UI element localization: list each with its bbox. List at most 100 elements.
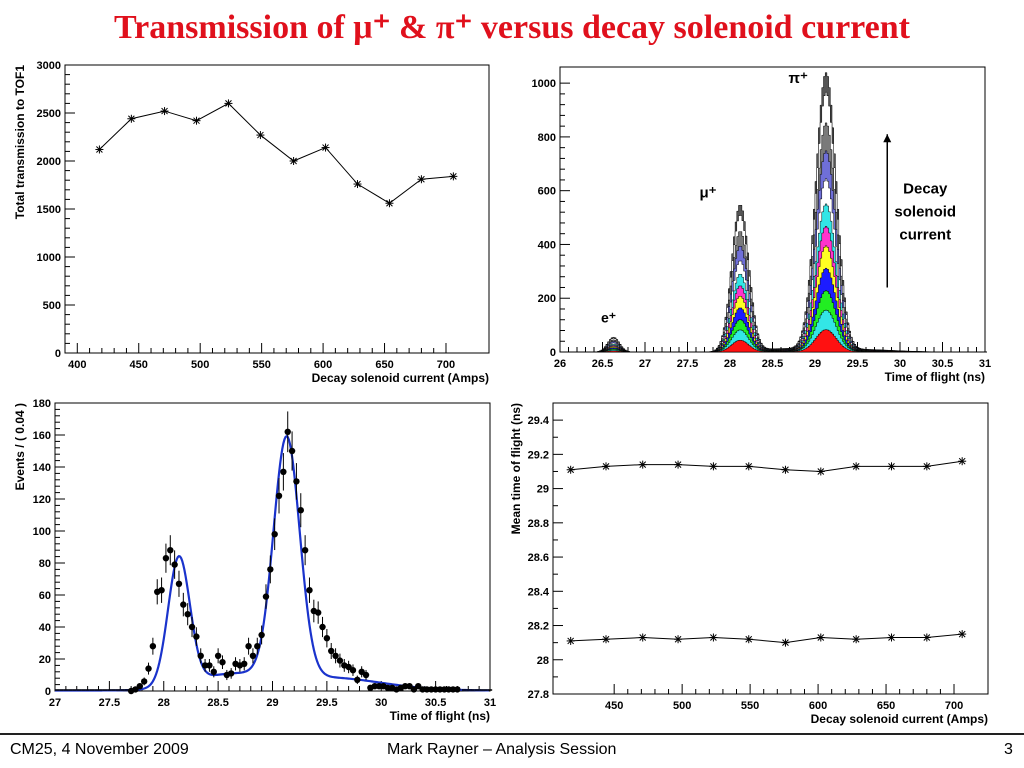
- data-point: [354, 676, 361, 683]
- data-point: [206, 662, 213, 669]
- slide-title: Transmission of μ⁺ & π⁺ versus decay sol…: [114, 9, 910, 46]
- data-point: [417, 175, 426, 184]
- data-point: [744, 462, 753, 471]
- data-point: [127, 114, 136, 123]
- data-point: [332, 652, 339, 659]
- y-tick-label: 27.8: [528, 689, 549, 701]
- x-tick-label: 31: [979, 358, 991, 370]
- arrow-annotation-line: current: [899, 226, 951, 243]
- arrow-annotation-line: Decay: [903, 180, 948, 197]
- data-point: [323, 635, 331, 642]
- data-point: [314, 609, 322, 616]
- data-point: [321, 143, 330, 152]
- data-point: [922, 462, 931, 471]
- y-tick-label: 28.4: [528, 586, 550, 598]
- x-tick-label: 26.5: [592, 358, 613, 370]
- data-point: [262, 593, 270, 600]
- y-tick-label: 180: [33, 398, 51, 410]
- data-point: [449, 172, 458, 181]
- x-tick-label: 29.5: [316, 697, 337, 709]
- data-point: [289, 157, 298, 165]
- data-point: [744, 635, 753, 644]
- data-point: [852, 635, 861, 644]
- y-tick-label: 1000: [37, 252, 61, 264]
- y-tick-label: 200: [538, 293, 556, 305]
- x-tick-label: 29.5: [847, 358, 868, 370]
- x-tick-label: 26: [554, 358, 566, 370]
- data-point: [602, 462, 611, 471]
- x-tick-label: 30.5: [425, 697, 446, 709]
- data-point: [256, 131, 265, 140]
- footer-session: Mark Rayner – Analysis Session: [387, 741, 617, 758]
- x-tick-label: 29: [809, 358, 821, 370]
- data-point: [224, 99, 233, 108]
- data-point: [275, 492, 283, 499]
- x-tick-label: 27: [639, 358, 651, 370]
- data-point: [674, 635, 683, 644]
- y-tick-label: 1500: [37, 204, 61, 216]
- data-point: [353, 180, 362, 189]
- data-point: [852, 462, 861, 471]
- arrow-annotation-line: solenoid: [894, 203, 956, 220]
- x-tick-label: 28: [158, 697, 170, 709]
- x-tick-label: 30.5: [932, 358, 953, 370]
- data-point: [674, 460, 683, 469]
- data-point: [709, 633, 718, 642]
- data-point: [271, 531, 278, 538]
- y-tick-label: 28.2: [528, 621, 549, 633]
- data-point: [385, 199, 394, 208]
- y-tick-label: 1000: [532, 78, 556, 90]
- data-point: [284, 428, 291, 435]
- x-tick-label: 400: [68, 359, 86, 371]
- data-point: [454, 686, 461, 693]
- data-point: [197, 652, 204, 659]
- data-point: [193, 633, 200, 640]
- x-tick-label: 500: [191, 359, 209, 371]
- page-number: 3: [1004, 741, 1013, 758]
- y-tick-label: 0: [45, 686, 51, 698]
- x-tick-label: 28.5: [762, 358, 783, 370]
- y-tick-label: 0: [550, 347, 556, 359]
- y-tick-label: 100: [33, 526, 51, 538]
- data-point: [214, 652, 222, 659]
- y-tick-label: 28: [537, 655, 549, 667]
- x-tick-label: 550: [252, 359, 270, 371]
- data-point: [349, 667, 357, 674]
- data-point: [184, 611, 191, 618]
- y-tick-label: 140: [33, 462, 51, 474]
- data-point: [241, 660, 248, 667]
- data-point: [328, 647, 335, 655]
- data-point: [816, 633, 825, 642]
- x-tick-label: 700: [437, 359, 455, 371]
- data-point: [781, 465, 790, 474]
- data-point: [602, 635, 611, 644]
- data-point: [336, 657, 344, 664]
- series-line: [570, 460, 963, 472]
- footer-divider: [0, 733, 1024, 735]
- data-point: [160, 107, 169, 116]
- y-axis-label: Events / ( 0.04 ): [13, 403, 27, 490]
- x-tick-label: 29: [266, 697, 278, 709]
- data-point: [219, 659, 226, 666]
- data-point: [188, 623, 196, 631]
- y-tick-label: 0: [55, 348, 61, 360]
- plot-frame: [552, 402, 989, 695]
- data-point: [566, 465, 575, 474]
- x-tick-label: 700: [945, 700, 963, 712]
- data-point: [306, 587, 313, 594]
- y-tick-label: 3000: [37, 60, 61, 72]
- x-tick-label: 450: [130, 359, 148, 371]
- y-tick-label: 20: [39, 654, 51, 666]
- y-tick-label: 2500: [37, 108, 61, 120]
- x-axis-label: Time of flight (ns): [390, 709, 490, 723]
- data-point: [192, 116, 201, 125]
- data-point: [638, 633, 647, 642]
- data-point: [816, 467, 825, 476]
- data-point: [245, 643, 252, 650]
- y-tick-label: 29.4: [528, 415, 550, 427]
- plot-frame: [64, 64, 490, 354]
- x-tick-label: 27: [49, 697, 61, 709]
- tof-fit-chart: 27 27.5 28 28.5 29 29.5 30 30.5 31 0 20 40 60 80 100 12…: [13, 398, 496, 723]
- data-point: [958, 457, 967, 466]
- y-tick-label: 80: [39, 558, 51, 570]
